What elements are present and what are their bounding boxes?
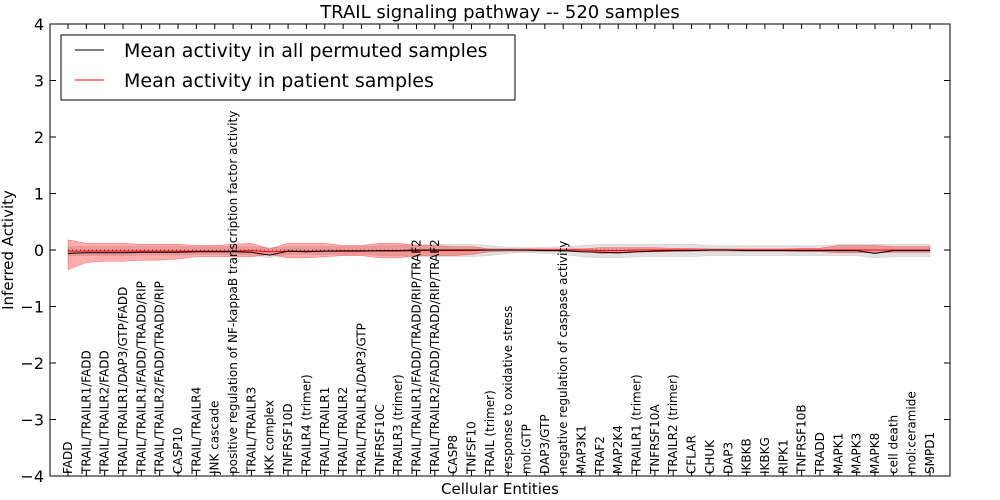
permuted-band xyxy=(67,244,931,259)
legend-label-patient: Mean activity in patient samples xyxy=(124,70,434,92)
x-tick-label: TRAIL/TRAILR2/FADD/TRADD/RIP xyxy=(153,281,167,475)
chart-title: TRAIL signaling pathway -- 520 samples xyxy=(319,2,680,23)
x-tick-label: MAPK1 xyxy=(831,433,845,474)
x-tick-label: MAPK3 xyxy=(850,433,864,474)
x-tick-label: TRAIL/TRAILR2/FADD xyxy=(98,350,112,475)
x-tick-label: TNFRSF10B xyxy=(795,404,809,475)
y-tick-label: 4 xyxy=(34,15,44,34)
x-tick-label: TRAIL/TRAILR1/DAP3/GTP/FADD xyxy=(116,287,130,475)
x-tick-label: SMPD1 xyxy=(923,432,937,474)
x-tick-label: TRAIL/TRAILR1 xyxy=(318,387,332,475)
x-tick-label: cell death xyxy=(886,415,900,474)
x-tick-label: TRAIL/TRAILR2 xyxy=(336,387,350,475)
x-tick-label: TRADD xyxy=(813,432,827,475)
x-tick-label: TNFRSF10C xyxy=(373,404,387,475)
x-tick-label: TRAIL/TRAILR1/DAP3/GTP xyxy=(354,323,368,475)
x-tick-label: RIPK1 xyxy=(776,439,790,474)
x-tick-label: TNFRSF10A xyxy=(648,404,662,475)
y-tick-label: 1 xyxy=(34,185,44,204)
x-tick-label: positive regulation of NF-kappaB transcr… xyxy=(226,111,240,474)
x-tick-label: DAP3/GTP xyxy=(538,414,552,474)
x-tick-label: TRAF2 xyxy=(593,436,607,475)
x-tick-label: TRAIL/TRAILR2/FADD/TRADD/RIP/TRAF2 xyxy=(428,239,442,475)
x-tick-label: CASP8 xyxy=(446,435,460,474)
x-tick-label: TNFSF10 xyxy=(465,421,479,475)
band-layer xyxy=(67,239,931,271)
y-tick-label: −3 xyxy=(20,411,44,430)
x-tick-label: TRAILR2 (trimer) xyxy=(666,374,680,475)
y-axis-label: Inferred Activity xyxy=(0,190,17,310)
y-tick-label: −1 xyxy=(20,298,44,317)
y-tick-label: 2 xyxy=(34,128,44,147)
x-tick-label: DAP3 xyxy=(721,442,735,474)
x-tick-label: mol:GTP xyxy=(520,424,534,474)
x-tick-label: IKBKG xyxy=(758,437,772,474)
x-tick-label: TRAILR3 (trimer) xyxy=(391,374,405,475)
x-tick-label: TRAILR4 (trimer) xyxy=(299,374,313,475)
permuted-mean-line xyxy=(67,249,930,256)
legend-box xyxy=(60,34,516,101)
x-tick-label: CFLAR xyxy=(685,435,699,474)
y-tick-label: 0 xyxy=(34,241,44,260)
x-tick-label: TRAIL/TRAILR3 xyxy=(244,387,258,475)
x-tick-label: mol:ceramide xyxy=(905,391,919,474)
y-tick-label: −2 xyxy=(20,354,44,373)
x-tick-label: TRAIL/TRAILR4 xyxy=(189,387,203,475)
x-tick-label: MAP2K4 xyxy=(611,425,625,474)
x-tick-label: MAPK8 xyxy=(868,433,882,474)
x-tick-label: CHUK xyxy=(703,439,717,474)
x-tick-label: TRAIL/TRAILR1/FADD/TRADD/RIP xyxy=(134,281,148,475)
x-tick-label: IKK complex xyxy=(263,400,277,474)
x-tick-label: CASP10 xyxy=(171,427,185,474)
y-axis: 4 3 2 1 0 −1 −2 −3 −4 xyxy=(20,15,950,486)
y-tick-label: 3 xyxy=(34,72,44,91)
x-tick-label: negative regulation of caspase activity xyxy=(556,241,570,474)
x-tick-label: response to oxidative stress xyxy=(501,306,515,474)
x-tick-label: TRAIL/TRAILR1/FADD/TRADD/RIP/TRAF2 xyxy=(410,239,424,475)
x-axis-label: Cellular Entities xyxy=(441,480,559,498)
x-tick-label: IKBKB xyxy=(740,438,754,474)
x-tick-label: MAP3K1 xyxy=(575,425,589,474)
x-tick-label: TNFRSF10D xyxy=(281,403,295,475)
x-tick-label: TRAIL/TRAILR1/FADD xyxy=(79,350,93,475)
legend: Mean activity in all permuted samples Me… xyxy=(60,34,516,101)
x-tick-label: FADD xyxy=(61,442,75,475)
x-axis: FADD TRAIL/TRAILR1/FADD TRAIL/TRAILR2/FADD… xyxy=(61,24,937,476)
patient-band xyxy=(67,239,931,271)
legend-label-permuted: Mean activity in all permuted samples xyxy=(124,40,487,62)
line-layer xyxy=(67,249,930,256)
x-tick-label: JNK cascade xyxy=(208,401,222,475)
x-tick-label: TRAILR1 (trimer) xyxy=(630,374,644,475)
y-tick-label: −4 xyxy=(20,467,44,486)
x-tick-label: TRAIL (trimer) xyxy=(483,390,497,475)
